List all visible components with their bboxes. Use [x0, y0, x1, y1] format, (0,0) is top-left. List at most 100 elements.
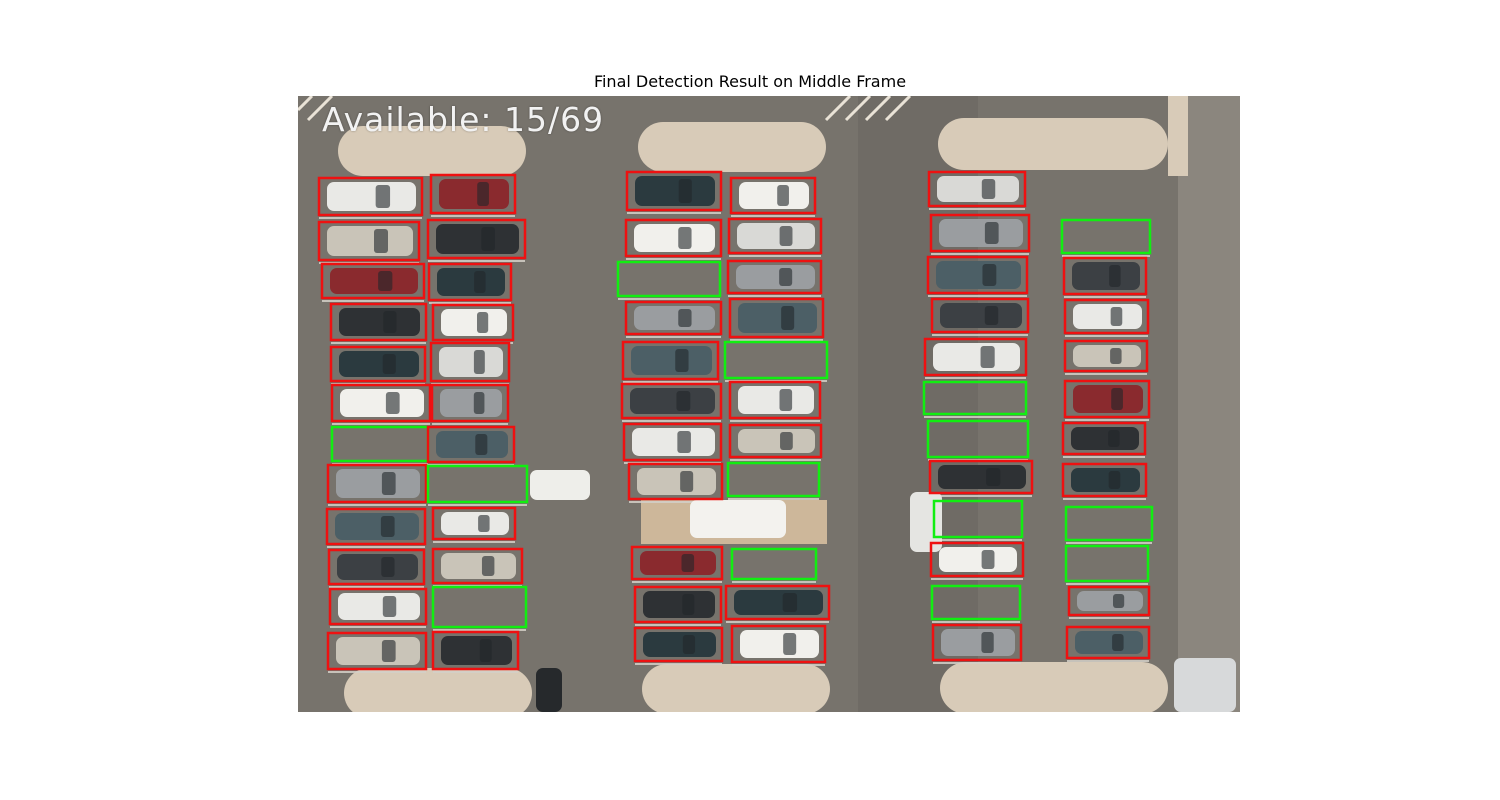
- occupied-spot-box: [431, 303, 515, 342]
- available-spot-box: [1060, 218, 1152, 255]
- occupied-spot-box: [627, 462, 724, 501]
- car-windshield: [780, 432, 793, 450]
- car-windshield: [475, 434, 488, 455]
- available-spot-box: [922, 380, 1028, 416]
- moving-vehicle: [690, 500, 786, 538]
- car-windshield: [779, 268, 793, 286]
- parked-car: [340, 389, 424, 417]
- occupied-spot-box: [430, 383, 510, 423]
- occupied-spot-box: [726, 259, 823, 295]
- parked-car: [441, 636, 512, 665]
- car-windshield: [982, 264, 997, 286]
- moving-vehicle: [1174, 658, 1236, 712]
- parked-car: [440, 389, 502, 417]
- occupied-spot-box: [1065, 625, 1151, 660]
- car-windshield: [678, 309, 692, 327]
- parked-car: [436, 431, 508, 458]
- occupied-spot-box: [1063, 339, 1149, 373]
- occupied-spot-box: [426, 425, 516, 464]
- occupied-spot-box: [620, 382, 723, 420]
- car-windshield: [682, 635, 696, 654]
- parking-lot-image: [298, 96, 1240, 712]
- parked-car: [738, 429, 815, 453]
- occupied-spot-box: [927, 170, 1027, 208]
- car-windshield: [382, 354, 396, 374]
- curb-islands: [338, 96, 1188, 712]
- parked-car: [336, 637, 420, 665]
- available-spot-box: [930, 584, 1022, 621]
- occupied-spot-box: [427, 262, 513, 302]
- car-windshield: [1111, 388, 1123, 410]
- parked-cars: [327, 176, 1236, 712]
- occupied-spot-box: [431, 630, 520, 671]
- parked-car: [637, 468, 716, 495]
- parked-car: [630, 388, 715, 414]
- available-spot-box: [616, 260, 722, 298]
- occupied-spot-box: [1063, 379, 1151, 419]
- occupied-spot-box: [328, 587, 428, 626]
- parked-car: [1071, 468, 1140, 492]
- occupied-spot-box: [624, 218, 723, 258]
- car-windshield: [981, 179, 996, 199]
- occupied-spot-box: [327, 548, 426, 586]
- car-windshield: [478, 515, 490, 532]
- car-windshield: [473, 350, 485, 374]
- car-windshield: [782, 593, 798, 612]
- car-windshield: [381, 640, 396, 662]
- parked-car: [634, 224, 715, 252]
- parked-car: [739, 182, 809, 209]
- occupied-spot-box: [326, 463, 428, 504]
- parked-car: [640, 551, 716, 575]
- car-windshield: [1109, 265, 1121, 287]
- car-windshield: [385, 392, 400, 414]
- occupied-spot-box: [729, 176, 817, 215]
- parked-car: [441, 309, 507, 336]
- parked-car: [1073, 385, 1143, 413]
- occupied-spot-box: [1062, 256, 1148, 296]
- parked-car: [441, 553, 516, 579]
- car-windshield: [383, 311, 397, 333]
- occupied-spot-box: [633, 626, 724, 663]
- parked-car: [938, 465, 1026, 489]
- occupied-spot-box: [326, 631, 428, 671]
- car-windshield: [682, 594, 695, 615]
- car-windshield: [381, 472, 396, 495]
- car-windshield: [1108, 430, 1120, 447]
- car-windshield: [1113, 594, 1125, 608]
- car-windshield: [378, 271, 393, 291]
- parked-car: [631, 346, 712, 375]
- parked-car: [738, 303, 817, 333]
- occupied-spot-box: [431, 547, 524, 585]
- occupied-spot-box: [317, 220, 421, 262]
- parked-car: [738, 386, 814, 414]
- moving-vehicle: [536, 668, 562, 712]
- car-windshield: [680, 471, 694, 492]
- car-windshield: [380, 516, 395, 537]
- parked-car: [632, 428, 715, 456]
- occupied-spot-box: [625, 170, 723, 212]
- occupied-spot-box: [929, 213, 1031, 253]
- car-windshield: [473, 392, 485, 414]
- parked-car: [734, 590, 823, 615]
- parked-car: [437, 268, 505, 296]
- parked-car: [337, 554, 418, 580]
- car-windshield: [477, 312, 489, 333]
- car-windshield: [984, 306, 999, 325]
- occupied-spot-box: [633, 585, 723, 624]
- parked-car: [1075, 631, 1143, 654]
- available-spot-box: [426, 464, 529, 504]
- parked-car: [439, 347, 503, 377]
- car-windshield: [779, 389, 793, 411]
- car-windshield: [675, 349, 689, 372]
- occupied-spot-box: [928, 459, 1034, 495]
- occupied-spot-box: [930, 297, 1030, 334]
- parked-car: [939, 219, 1023, 247]
- available-spot-box: [926, 419, 1030, 459]
- occupied-spot-box: [929, 541, 1025, 578]
- car-windshield: [381, 557, 395, 577]
- occupied-spot-box: [724, 584, 831, 621]
- parked-car: [939, 547, 1017, 572]
- parked-car: [1072, 262, 1140, 290]
- occupied-spot-box: [1063, 298, 1150, 335]
- parked-car: [737, 223, 815, 249]
